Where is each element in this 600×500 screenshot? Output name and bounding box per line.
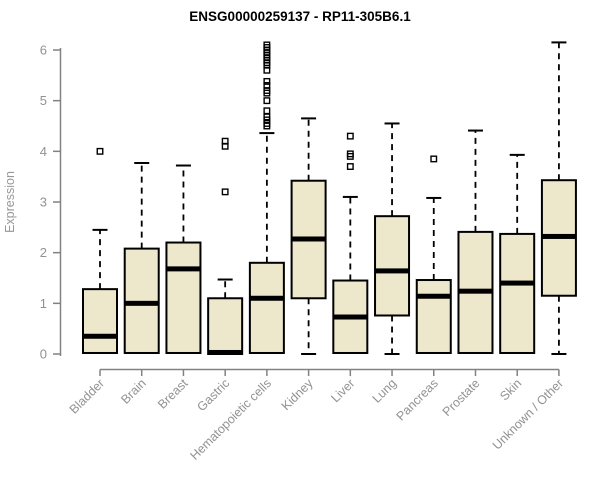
- box-prostate: [457, 129, 494, 354]
- box-liver: [332, 132, 369, 354]
- iqr-box: [123, 247, 160, 354]
- median-line: [416, 293, 451, 299]
- outlier-point: [346, 132, 354, 140]
- y-tick-label: 6: [40, 42, 47, 57]
- outlier-point: [96, 147, 104, 155]
- median-line: [83, 333, 117, 339]
- x-tick-label-kidney: Kidney: [279, 376, 316, 413]
- y-tick-label: 2: [40, 245, 47, 260]
- median-line: [500, 280, 535, 286]
- box-unknown-other: [540, 41, 577, 355]
- outlier-point: [346, 163, 354, 170]
- iqr-box: [415, 279, 452, 354]
- outlier-point: [221, 188, 229, 196]
- outlier-point: [346, 152, 354, 160]
- y-tick-label: 5: [40, 93, 47, 108]
- median-line: [166, 266, 201, 272]
- y-axis-label: Expression: [3, 171, 17, 233]
- median-line: [124, 300, 159, 306]
- outlier-point: [263, 89, 271, 97]
- box-hematopoietic-cells: [248, 41, 285, 354]
- outlier-point: [263, 97, 271, 105]
- box-brain: [123, 161, 160, 354]
- x-tick-label-bladder: Bladder: [67, 376, 107, 416]
- outlier-point: [263, 122, 271, 130]
- outlier-point: [263, 66, 271, 74]
- boxes-group: [82, 41, 577, 355]
- x-tick-label-pancreas: Pancreas: [394, 376, 441, 423]
- box-pancreas: [415, 155, 452, 354]
- median-line: [375, 268, 410, 274]
- outlier-point: [263, 107, 271, 115]
- median-line: [458, 288, 493, 294]
- box-kidney: [290, 117, 327, 355]
- x-tick-label-hematopoietic-cells: Hematopoietic cells: [187, 376, 274, 463]
- median-line: [208, 349, 243, 355]
- x-tick-label-unknown-other: Unknown / Other: [490, 376, 566, 452]
- x-tick-label-brain: Brain: [118, 376, 149, 407]
- y-tick-label: 1: [40, 296, 47, 311]
- outlier-point: [263, 77, 271, 85]
- iqr-box: [499, 232, 536, 354]
- chart-title: ENSG00000259137 - RP11-305B6.1: [189, 9, 411, 24]
- outlier-point: [430, 155, 438, 163]
- box-lung: [374, 122, 411, 355]
- median-line: [333, 314, 368, 320]
- box-skin: [499, 153, 536, 354]
- iqr-box: [82, 288, 118, 354]
- x-tick-label-breast: Breast: [155, 376, 191, 412]
- x-tick-label-gastric: Gastric: [194, 376, 232, 414]
- iqr-box: [207, 297, 244, 355]
- median-line: [291, 236, 326, 242]
- x-tick-label-liver: Liver: [328, 376, 357, 405]
- iqr-box: [165, 241, 202, 354]
- y-tick-label: 3: [40, 194, 47, 209]
- iqr-box: [248, 261, 285, 354]
- median-line: [541, 233, 576, 239]
- y-tick-label: 4: [40, 144, 47, 159]
- x-tick-label-lung: Lung: [370, 376, 400, 406]
- box-gastric: [207, 137, 244, 355]
- box-bladder: [82, 147, 118, 354]
- x-tick-label-prostate: Prostate: [440, 376, 483, 419]
- box-breast: [165, 164, 202, 354]
- iqr-box: [374, 215, 411, 317]
- x-tick-label-skin: Skin: [497, 376, 524, 403]
- outlier-point: [221, 142, 229, 150]
- median-line: [249, 295, 284, 301]
- y-tick-label: 0: [40, 347, 47, 362]
